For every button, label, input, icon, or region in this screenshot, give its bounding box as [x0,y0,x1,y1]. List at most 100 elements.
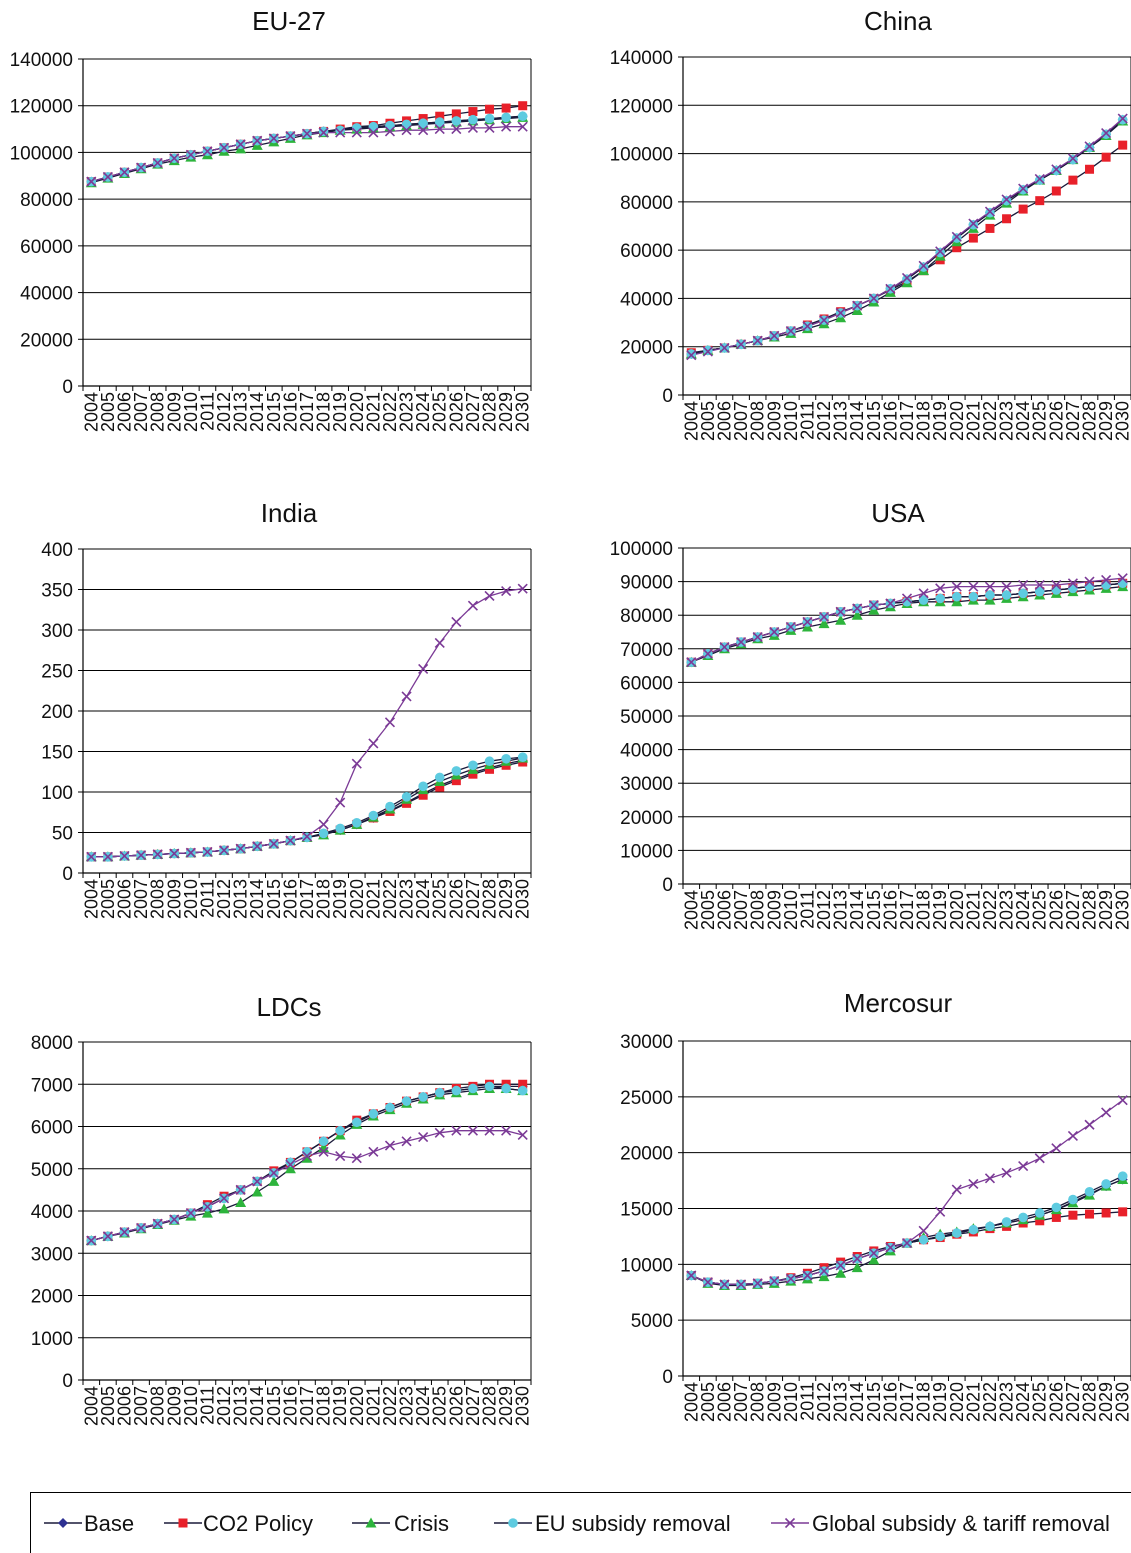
data-point [335,823,345,834]
data-point [935,247,945,258]
x-tick-label: 2020 [347,1386,367,1426]
data-point [1067,578,1078,589]
y-tick-label: 0 [662,1367,673,1388]
x-tick-label: 2011 [797,401,817,440]
data-point [335,1151,346,1162]
data-point [984,1173,996,1184]
x-tick-label: 2026 [446,392,466,432]
x-tick-label: 2010 [181,1386,201,1426]
data-point [902,596,912,607]
x-tick-label: 2017 [897,401,917,441]
data-point [368,810,379,821]
data-point [202,1201,213,1212]
data-point [218,142,230,153]
data-point [152,157,163,169]
x-tick-label: 2023 [997,401,1017,441]
y-tick-label: 60000 [620,241,673,262]
chart-panel: China 0 20000 40000 60000 80000 100000 120000 14… [610,6,1131,441]
data-point [467,1125,478,1136]
data-point [285,1159,296,1170]
x-tick-label: 2015 [264,1386,284,1426]
data-point [201,1207,213,1218]
y-tick-label: 200 [41,702,73,723]
x-tick-label: 2009 [764,1382,784,1422]
y-tick-label: 30000 [620,1032,673,1053]
x-tick-label: 2026 [1046,1382,1066,1422]
x-tick-label: 2023 [997,1382,1017,1422]
data-point [235,139,246,150]
data-point [418,125,429,136]
x-tick-label: 2004 [81,879,101,919]
x-tick-label: 2008 [148,1386,168,1426]
data-point [1001,1167,1012,1178]
data-point [1034,579,1045,591]
data-point [851,1262,863,1273]
data-point [769,330,780,341]
data-point [1085,164,1095,174]
x-tick-label: 2026 [1046,890,1066,930]
y-tick-label: 0 [662,386,673,407]
data-point [968,1224,979,1235]
data-point [1101,127,1112,139]
data-point [885,283,896,294]
x-tick-label: 2018 [314,392,334,432]
x-tick-label: 2012 [814,890,834,930]
x-tick-label: 2019 [930,1382,950,1422]
data-point [968,581,979,592]
y-tick-label: 350 [41,581,73,602]
series-line [91,588,523,858]
x-tick-label: 2022 [380,879,400,919]
data-point [901,1238,913,1249]
data-point [951,231,962,242]
data-point [136,850,147,861]
x-tick-label: 2025 [1030,890,1050,930]
data-point [434,117,445,127]
x-tick-label: 2012 [814,401,834,441]
data-point [736,1279,747,1290]
y-tick-label: 50 [52,824,73,845]
legend-item: Crisis [352,1511,449,1536]
x-tick-label: 2020 [947,401,967,441]
data-point [868,1248,879,1259]
x-tick-label: 2007 [131,1386,151,1426]
x-tick-label: 2025 [1030,401,1050,441]
data-point [368,1109,379,1119]
x-tick-label: 2020 [947,1382,967,1422]
x-tick-label: 2030 [513,1386,533,1426]
x-tick-label: 2022 [980,890,1000,930]
legend-label: Global subsidy & tariff removal [812,1511,1110,1536]
data-point [719,642,730,653]
y-tick-label: 0 [662,875,673,896]
data-point [435,782,445,792]
y-tick-label: 0 [62,377,73,398]
y-tick-label: 120000 [10,97,73,118]
y-tick-label: 80000 [20,190,73,211]
data-point [1018,204,1028,214]
legend-entries: Base CO2 Policy Crisis EU subsidy removal Gl… [44,1511,1110,1536]
data-point [517,121,528,132]
legend-marker [784,1517,796,1529]
data-point [1084,141,1095,152]
data-point [835,307,846,318]
x-tick-label: 2027 [463,1386,483,1426]
x-tick-label: 2022 [980,1382,1000,1422]
data-point [301,128,313,139]
legend-marker [178,1518,188,1528]
x-tick-label: 2017 [297,392,317,432]
x-tick-label: 2005 [698,1382,718,1422]
legend-marker [58,1518,68,1528]
data-point [268,1175,280,1186]
data-point [1067,153,1078,164]
x-tick-label: 2009 [164,879,184,919]
x-tick-label: 2028 [1080,1382,1100,1422]
data-point [818,315,830,326]
x-tick-label: 2029 [1096,1382,1116,1422]
data-point [1002,214,1012,224]
x-tick-label: 2029 [496,1386,516,1426]
data-point [1051,585,1062,595]
x-tick-label: 2010 [781,890,801,930]
data-point [918,595,929,605]
x-tick-label: 2025 [430,879,450,919]
x-tick-label: 2012 [814,1382,834,1422]
